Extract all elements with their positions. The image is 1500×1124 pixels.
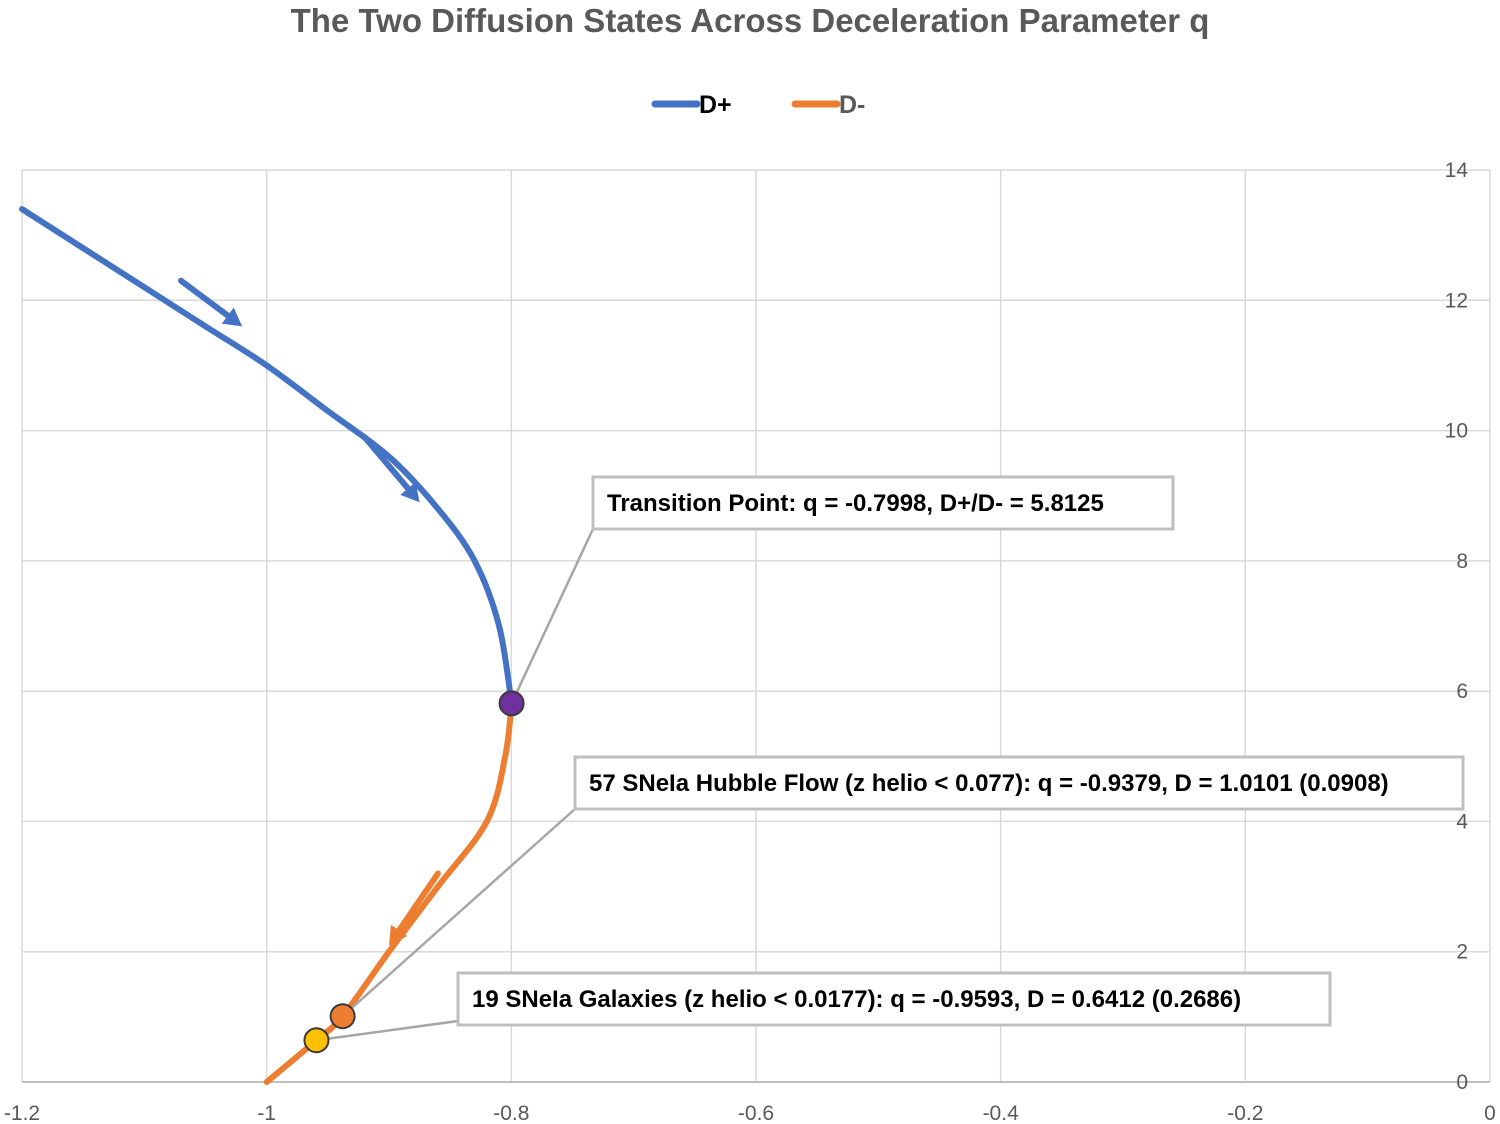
y-axis: 0 2 4 6 8 10 12 14 bbox=[1445, 159, 1469, 1094]
y-tick-label: 14 bbox=[1445, 159, 1469, 182]
legend: D+ D- bbox=[651, 91, 865, 119]
annotation-leader bbox=[341, 808, 576, 1018]
direction-arrow-head bbox=[389, 924, 408, 946]
legend-label: D- bbox=[839, 91, 865, 119]
annotation-box bbox=[456, 971, 1332, 1027]
direction-arrows bbox=[178, 277, 441, 946]
y-tick-label: 8 bbox=[1456, 550, 1468, 573]
annotation-leader bbox=[316, 1019, 459, 1042]
data-marker bbox=[498, 690, 525, 717]
y-tick-label: 2 bbox=[1456, 941, 1468, 964]
data-marker bbox=[303, 1027, 330, 1054]
x-tick-label: -1 bbox=[257, 1102, 276, 1124]
annotations: Transition Point: q = -0.7998, D+/D- = 5… bbox=[316, 475, 1465, 1042]
annotation-text: 57 SNeIa Hubble Flow (z helio < 0.077): … bbox=[589, 770, 1389, 797]
y-tick-label: 12 bbox=[1445, 289, 1468, 312]
direction-arrow bbox=[361, 434, 411, 492]
x-tick-label: -0.6 bbox=[738, 1102, 774, 1124]
series-line-d-plus bbox=[19, 206, 515, 707]
x-tick-label: 0 bbox=[1484, 1102, 1496, 1124]
direction-arrow bbox=[178, 277, 231, 319]
annotation-box bbox=[573, 755, 1465, 811]
y-tick-label: 4 bbox=[1456, 810, 1468, 833]
direction-arrow bbox=[396, 870, 441, 934]
annotation-text: 19 SNeIa Galaxies (z helio < 0.0177): q … bbox=[472, 986, 1241, 1013]
annotation-box bbox=[591, 475, 1175, 531]
legend-label: D+ bbox=[699, 91, 732, 119]
y-tick-label: 6 bbox=[1456, 680, 1468, 703]
x-tick-label: -0.2 bbox=[1227, 1102, 1263, 1124]
y-tick-label: 10 bbox=[1445, 420, 1468, 443]
x-tick-label: -0.4 bbox=[983, 1102, 1020, 1124]
markers bbox=[303, 690, 525, 1054]
x-axis: -1.2 -1 -0.8 -0.6 -0.4 -0.2 0 bbox=[4, 1102, 1496, 1124]
direction-arrow-head bbox=[221, 307, 243, 327]
annotation-leader bbox=[510, 528, 595, 704]
grid bbox=[21, 169, 1491, 1083]
direction-arrow-head bbox=[400, 482, 420, 503]
x-tick-label: -0.8 bbox=[493, 1102, 529, 1124]
chart-title: The Two Diffusion States Across Decelera… bbox=[291, 2, 1210, 39]
annotation-text: Transition Point: q = -0.7998, D+/D- = 5… bbox=[607, 490, 1104, 517]
x-tick-label: -1.2 bbox=[4, 1102, 40, 1124]
y-tick-label: 0 bbox=[1456, 1071, 1468, 1094]
data-marker bbox=[329, 1003, 356, 1030]
